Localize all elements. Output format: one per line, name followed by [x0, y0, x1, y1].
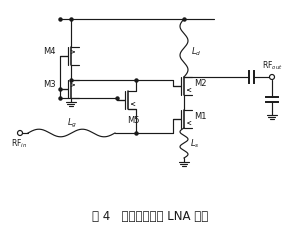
Text: 图 4   改进的低功耗 LNA 设计: 图 4 改进的低功耗 LNA 设计: [92, 210, 208, 223]
Text: M4: M4: [43, 47, 55, 56]
Text: M1: M1: [194, 112, 206, 121]
Circle shape: [17, 130, 23, 135]
Text: RF$_{in}$: RF$_{in}$: [11, 137, 27, 149]
Text: M2: M2: [194, 79, 206, 88]
Text: $L_s$: $L_s$: [190, 137, 200, 149]
Text: M5: M5: [127, 116, 139, 125]
Text: RF$_{out}$: RF$_{out}$: [262, 59, 283, 72]
Text: $L_d$: $L_d$: [191, 46, 201, 59]
Text: M3: M3: [43, 80, 56, 89]
Circle shape: [269, 74, 275, 80]
Text: $L_g$: $L_g$: [67, 116, 78, 129]
